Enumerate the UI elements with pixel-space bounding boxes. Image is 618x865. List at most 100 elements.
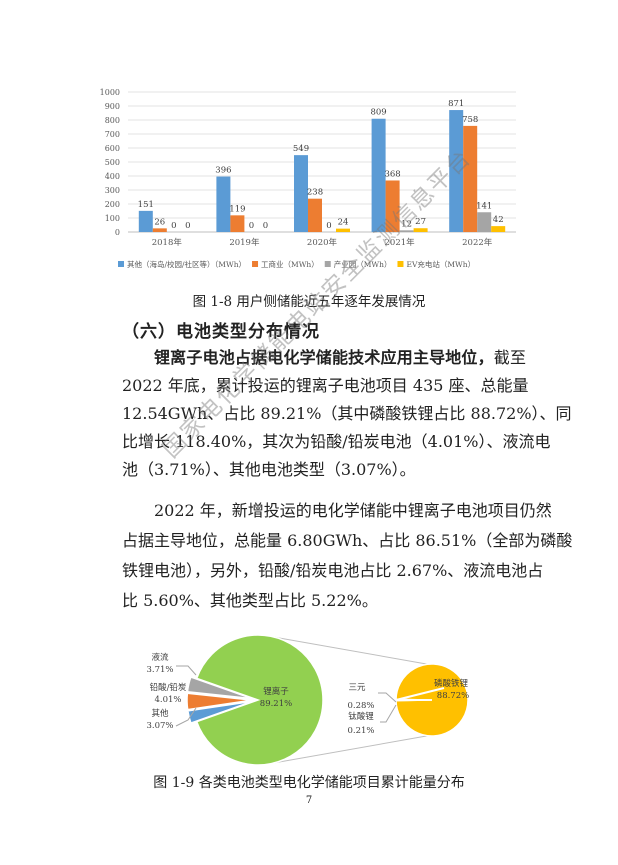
y-tick-label: 900: [105, 102, 120, 111]
slice-value-label: 0.28%: [347, 701, 374, 711]
data-label: 0: [326, 221, 331, 231]
data-label: 0: [249, 221, 254, 231]
bar: [216, 176, 231, 232]
connector-line: [267, 635, 433, 666]
pie-slice: [186, 692, 253, 711]
page-number: 7: [305, 795, 313, 806]
sub-pie-slice-lfp: [395, 663, 469, 737]
x-tick-label: 2021年: [385, 237, 416, 248]
sub-pie-separator: [395, 687, 445, 701]
slice-label: 钛酸锂: [348, 711, 374, 722]
slice-label: 铅酸/铅炭: [150, 682, 187, 693]
slice-label: 其他: [151, 708, 169, 719]
slice-label: 锂离子: [263, 686, 289, 697]
para2-line4: 比 5.60%、其他类型占比 5.22%。: [122, 591, 378, 610]
legend-label: 产业园（MWh）: [334, 259, 392, 269]
bar: [399, 230, 414, 232]
legend-label: 工商业（MWh）: [261, 259, 319, 269]
leader-line: [175, 707, 197, 727]
data-label: 238: [307, 188, 323, 198]
section-heading: （六）电池类型分布情况: [122, 322, 320, 342]
data-label: 809: [370, 108, 386, 118]
legend-swatch: [397, 261, 404, 267]
para1-line1-rest: 截至: [493, 348, 526, 367]
bar: [138, 210, 153, 232]
legend-label: 其他（海岛/校园/社区等）（MWh）: [127, 259, 246, 269]
para1-line2: 2022 年底，累计投运的锂离子电池项目 435 座、总能量: [122, 376, 529, 395]
bar: [491, 226, 506, 232]
leader-line: [378, 692, 397, 703]
x-tick-label: 2018年: [152, 237, 183, 248]
slice-label: 磷酸铁锂: [434, 678, 469, 689]
para2-line3: 铁锂电池），另外，铅酸/铅炭电池占比 2.67%、液流电池占: [122, 561, 544, 580]
y-tick-label: 600: [105, 144, 120, 153]
data-label: 0: [185, 221, 190, 231]
pie-slice: [187, 700, 253, 725]
para2-line1: 2022 年，新增投运的电化学储能中锂离子电池项目仍然: [154, 501, 552, 520]
slice-value-label: 88.72%: [437, 691, 469, 701]
legend-swatch: [324, 261, 331, 267]
para1-bold-lead: 锂离子电池占据电化学储能技术应用主导地位，: [154, 348, 494, 367]
legend-swatch: [118, 261, 124, 267]
y-tick-label: 200: [105, 200, 120, 209]
x-tick-label: 2022年: [462, 237, 493, 248]
data-label: 27: [415, 217, 426, 227]
slice-label: 液流: [151, 652, 169, 663]
legend-label: EV充电站（MWh）: [406, 259, 475, 269]
bar: [294, 155, 308, 232]
bar: [371, 118, 386, 232]
pie-slice: [186, 676, 253, 700]
bar: [449, 110, 464, 232]
slice-value-label: 3.07%: [146, 721, 173, 731]
bar: [336, 228, 350, 232]
data-label: 396: [215, 166, 231, 176]
data-label: 368: [384, 169, 400, 179]
y-tick-label: 100: [105, 214, 120, 223]
figure-1-8-caption: 图 1-8 用户侧储能近五年逐年发展情况: [192, 294, 426, 310]
pie-of-pie-chart: 锂离子 89.21% 液流 3.71% 铅酸/铅炭 4.01% 其他 3.07% 磷酸铁锂 88.…: [146, 634, 469, 766]
legend-swatch: [252, 261, 259, 267]
bar: [385, 180, 400, 232]
leader-line: [176, 665, 197, 676]
y-tick-label: 800: [105, 116, 120, 125]
slice-value-label: 4.01%: [154, 695, 181, 705]
pie-slice-lithium-ion: [195, 634, 324, 766]
bar: [230, 215, 245, 232]
data-label: 24: [338, 218, 349, 228]
bar: [308, 198, 322, 232]
data-label: 758: [462, 115, 478, 125]
slice-label: 三元: [348, 683, 366, 693]
bar: [477, 212, 492, 232]
data-label: 141: [476, 201, 492, 211]
y-tick-label: 1000: [100, 88, 120, 97]
data-label: 549: [293, 144, 309, 154]
para1-line1: 锂离子电池占据电化学储能技术应用主导地位，截至: [154, 348, 526, 368]
slice-value-label: 3.71%: [146, 665, 173, 675]
x-tick-label: 2020年: [307, 237, 338, 248]
bar: [413, 228, 428, 232]
data-label: 12: [401, 219, 412, 229]
y-tick-label: 400: [105, 172, 120, 181]
connector-line: [267, 734, 433, 765]
bar-chart: 0 100 200 300 400 500 600 700 800 900 1000 2018年 151…: [100, 88, 516, 269]
data-label: 119: [229, 204, 245, 214]
sub-pie-slice-lto: [395, 699, 433, 702]
figure-1-9-caption: 图 1-9 各类电池类型电化学储能项目累计能量分布: [153, 775, 465, 791]
y-tick-label: 300: [105, 186, 120, 195]
para1-line5: 池（3.71%）、其他电池类型（3.07%）。: [122, 460, 416, 479]
data-label: 0: [171, 221, 176, 231]
bar: [152, 228, 167, 232]
para1-line4: 比增长 118.40%，其次为铅酸/铅炭电池（4.01%）、液流电: [122, 432, 551, 451]
y-tick-label: 700: [105, 130, 120, 139]
data-label: 871: [448, 99, 464, 109]
data-label: 42: [493, 215, 504, 225]
data-label: 0: [263, 221, 268, 231]
leader-line: [380, 704, 397, 723]
data-label: 26: [154, 217, 165, 227]
x-tick-label: 2019年: [229, 237, 260, 248]
bar: [463, 125, 478, 232]
para1-line3: 12.54GWh、占比 89.21%（其中磷酸铁锂占比 88.72%）、同: [122, 404, 572, 423]
slice-value-label: 0.21%: [347, 726, 374, 736]
y-tick-label: 0: [115, 228, 120, 237]
